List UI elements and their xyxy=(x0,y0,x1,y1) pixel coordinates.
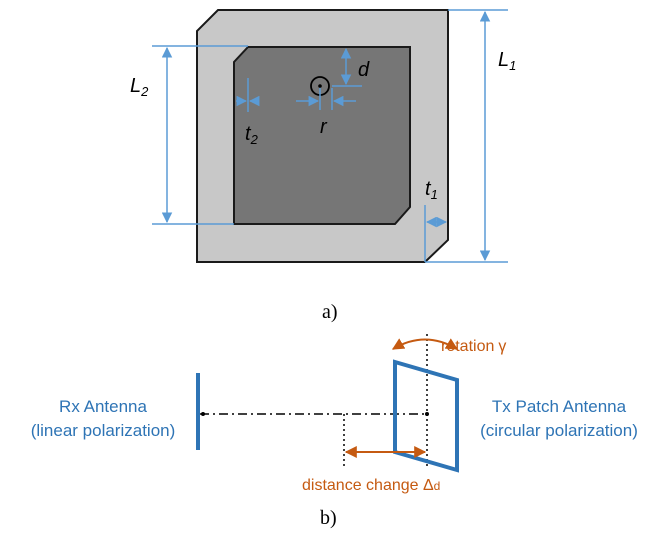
label-d: d xyxy=(358,59,370,81)
label-L1: L1 xyxy=(498,49,516,73)
caption-b: b) xyxy=(320,507,337,529)
dimension-t2 xyxy=(236,78,260,112)
tx-label-line2: (circular polarization) xyxy=(480,421,638,440)
label-L2: L2 xyxy=(130,75,149,99)
tx-patch-antenna xyxy=(393,359,459,473)
dimension-L1 xyxy=(425,9,508,263)
dimension-r xyxy=(296,88,356,110)
caption-a: a) xyxy=(322,301,338,323)
rx-label-line2: (linear polarization) xyxy=(31,421,176,440)
rx-feed-dot xyxy=(201,412,205,416)
dimension-L2 xyxy=(152,45,248,225)
feed-point xyxy=(318,84,322,88)
patch-inner-square xyxy=(233,46,411,225)
tx-label-line1: Tx Patch Antenna xyxy=(492,397,627,416)
setup-figure: rotation γ distance change Δd Rx Antenna … xyxy=(31,334,638,529)
label-r: r xyxy=(320,116,328,138)
rotation-label: rotation γ xyxy=(441,338,506,355)
rotation-arrow xyxy=(391,338,459,350)
rx-label-line1: Rx Antenna xyxy=(59,397,147,416)
patch-antenna-figure: L1 L2 d r t2 t1 a) xyxy=(130,9,516,323)
distance-label: distance change Δd xyxy=(302,477,440,494)
label-t1: t1 xyxy=(425,178,438,202)
dimension-t1 xyxy=(424,205,448,262)
label-t2: t2 xyxy=(245,123,259,147)
dimension-d xyxy=(332,47,362,87)
